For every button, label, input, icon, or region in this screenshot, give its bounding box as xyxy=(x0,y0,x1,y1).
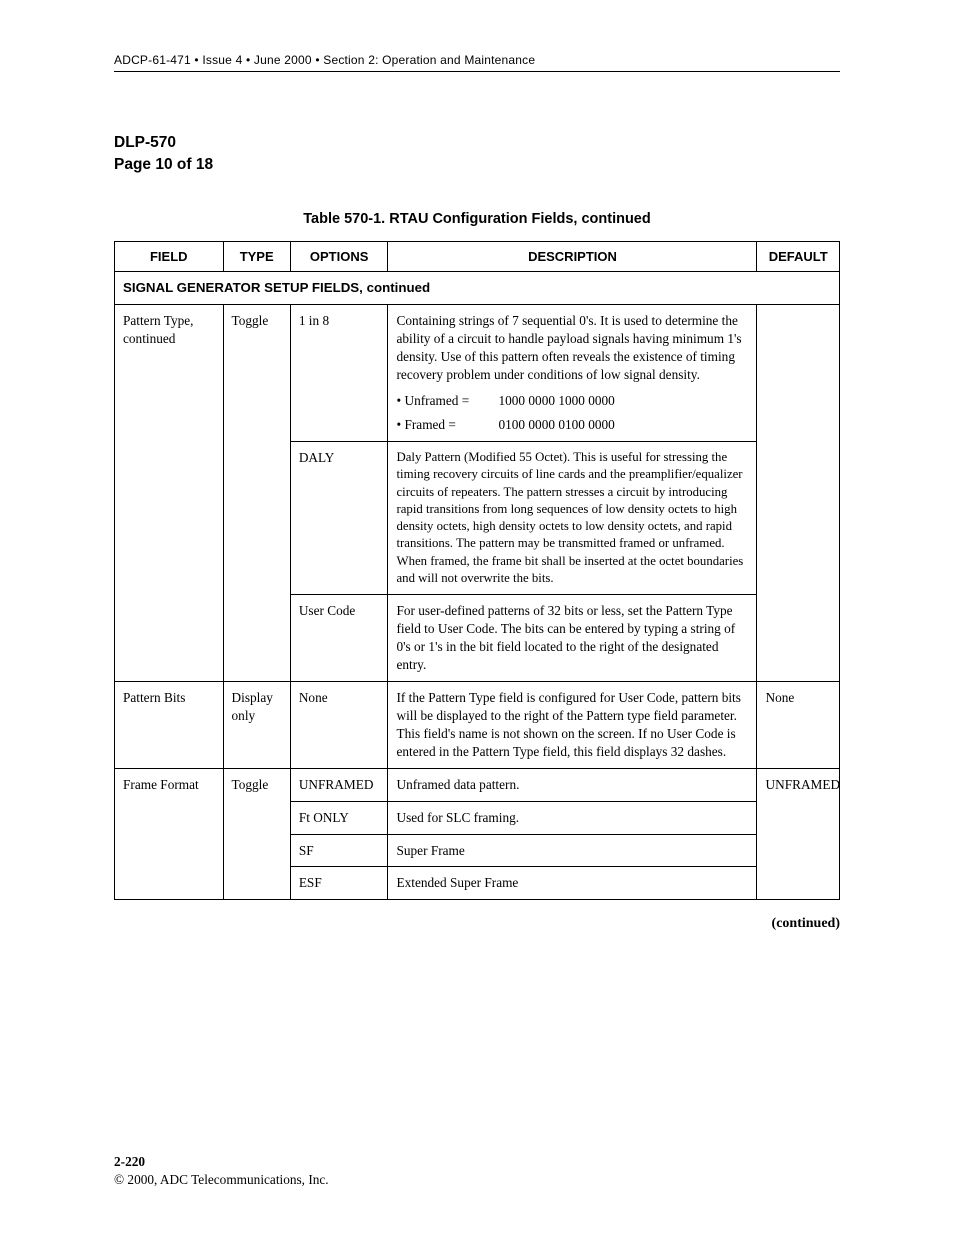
running-head: ADCP-61-471 • Issue 4 • June 2000 • Sect… xyxy=(114,53,840,67)
table-header-row: FIELD TYPE OPTIONS DESCRIPTION DEFAULT xyxy=(115,241,840,272)
desc-unframed-row: • Unframed = 1000 0000 1000 0000 xyxy=(396,392,748,410)
table-row: ESF Extended Super Frame xyxy=(115,867,840,900)
col-header-options: OPTIONS xyxy=(290,241,388,272)
dlp-code: DLP-570 xyxy=(114,132,840,154)
cell-default: None xyxy=(757,681,840,768)
cell-field xyxy=(115,801,224,834)
cell-options: None xyxy=(290,681,388,768)
page: ADCP-61-471 • Issue 4 • June 2000 • Sect… xyxy=(0,0,954,1235)
cell-description: If the Pattern Type field is configured … xyxy=(388,681,757,768)
section-title: SIGNAL GENERATOR SETUP FIELDS, continued xyxy=(115,272,840,305)
cell-default xyxy=(757,834,840,867)
header-rule xyxy=(114,71,840,72)
cell-default xyxy=(757,305,840,442)
cell-field xyxy=(115,867,224,900)
footer-page-number: 2-220 xyxy=(114,1153,329,1171)
continued-label: (continued) xyxy=(114,916,840,932)
cell-description: Extended Super Frame xyxy=(388,867,757,900)
cell-type xyxy=(223,595,290,682)
cell-description: Unframed data pattern. xyxy=(388,768,757,801)
col-header-default: DEFAULT xyxy=(757,241,840,272)
table-row: Frame Format Toggle UNFRAMED Unframed da… xyxy=(115,768,840,801)
cell-description: Super Frame xyxy=(388,834,757,867)
table-row: Ft ONLY Used for SLC framing. xyxy=(115,801,840,834)
cell-type xyxy=(223,801,290,834)
table-row: Pattern Type, continued Toggle 1 in 8 Co… xyxy=(115,305,840,442)
cell-field xyxy=(115,442,224,595)
cell-type: Display only xyxy=(223,681,290,768)
footer-copyright: © 2000, ADC Telecommunications, Inc. xyxy=(114,1171,329,1189)
cell-options: DALY xyxy=(290,442,388,595)
section-row: SIGNAL GENERATOR SETUP FIELDS, continued xyxy=(115,272,840,305)
table-caption: Table 570-1. RTAU Configuration Fields, … xyxy=(114,211,840,227)
desc-framed-label: • Framed = xyxy=(396,416,498,434)
cell-options: SF xyxy=(290,834,388,867)
cell-description: Containing strings of 7 sequential 0's. … xyxy=(388,305,757,442)
cell-options: UNFRAMED xyxy=(290,768,388,801)
cell-default: UNFRAMED xyxy=(757,768,840,801)
cell-field xyxy=(115,834,224,867)
cell-field: Frame Format xyxy=(115,768,224,801)
cell-type xyxy=(223,442,290,595)
table-row: Pattern Bits Display only None If the Pa… xyxy=(115,681,840,768)
cell-field: Pattern Bits xyxy=(115,681,224,768)
cell-field xyxy=(115,595,224,682)
cell-default xyxy=(757,867,840,900)
table-row: User Code For user-defined patterns of 3… xyxy=(115,595,840,682)
col-header-field: FIELD xyxy=(115,241,224,272)
page-footer: 2-220 © 2000, ADC Telecommunications, In… xyxy=(114,1153,329,1189)
desc-unframed-label: • Unframed = xyxy=(396,392,498,410)
cell-field: Pattern Type, continued xyxy=(115,305,224,442)
desc-paragraph: Containing strings of 7 sequential 0's. … xyxy=(396,312,748,384)
cell-description: For user-defined patterns of 32 bits or … xyxy=(388,595,757,682)
table-row: SF Super Frame xyxy=(115,834,840,867)
table-row: DALY Daly Pattern (Modified 55 Octet). T… xyxy=(115,442,840,595)
dlp-page-label: Page 10 of 18 xyxy=(114,154,840,176)
col-header-type: TYPE xyxy=(223,241,290,272)
cell-options: 1 in 8 xyxy=(290,305,388,442)
cell-type: Toggle xyxy=(223,768,290,801)
cell-options: User Code xyxy=(290,595,388,682)
cell-type: Toggle xyxy=(223,305,290,442)
desc-unframed-value: 1000 0000 1000 0000 xyxy=(498,392,614,410)
desc-framed-row: • Framed = 0100 0000 0100 0000 xyxy=(396,416,748,434)
col-header-description: DESCRIPTION xyxy=(388,241,757,272)
cell-description: Used for SLC framing. xyxy=(388,801,757,834)
cell-description: Daly Pattern (Modified 55 Octet). This i… xyxy=(388,442,757,595)
cell-type xyxy=(223,834,290,867)
cell-options: Ft ONLY xyxy=(290,801,388,834)
cell-default xyxy=(757,595,840,682)
config-table: FIELD TYPE OPTIONS DESCRIPTION DEFAULT S… xyxy=(114,241,840,900)
desc-framed-value: 0100 0000 0100 0000 xyxy=(498,416,614,434)
cell-default xyxy=(757,801,840,834)
cell-options: ESF xyxy=(290,867,388,900)
cell-type xyxy=(223,867,290,900)
cell-default xyxy=(757,442,840,595)
dlp-block: DLP-570 Page 10 of 18 xyxy=(114,132,840,177)
